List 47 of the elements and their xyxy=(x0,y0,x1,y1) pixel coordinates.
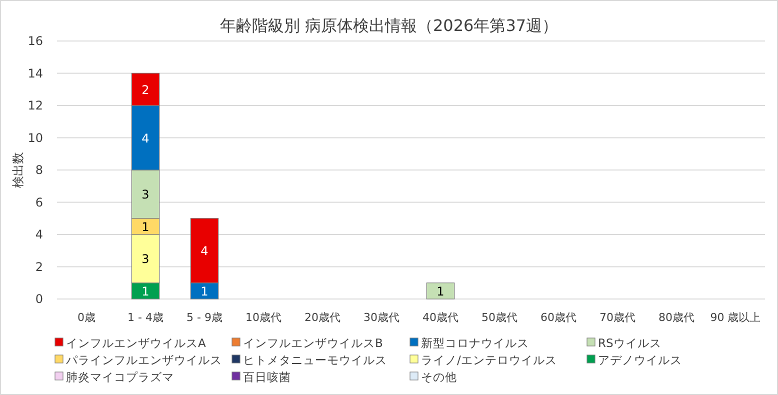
data-label: 1 xyxy=(142,220,150,234)
legend-label: ライノ/エンテロウイルス xyxy=(421,353,557,367)
bar xyxy=(426,282,455,300)
data-label: 1 xyxy=(142,284,150,298)
data-label: 3 xyxy=(142,188,150,202)
data-label: 1 xyxy=(436,284,444,298)
legend-label: 肺炎マイコプラズマ xyxy=(66,370,174,384)
x-tick-label: 1 - 4歳 xyxy=(128,311,164,324)
y-tick-label: 4 xyxy=(35,228,43,242)
data-label: 4 xyxy=(142,131,150,146)
legend-label: インフルエンザウイルスB xyxy=(243,336,383,350)
x-tick-label: 80歳代 xyxy=(658,311,694,324)
x-tick-label: 10歳代 xyxy=(246,311,282,324)
アデノウイルス: 1 xyxy=(131,282,160,300)
data-label: 1 xyxy=(200,284,208,298)
y-tick-label: 2 xyxy=(35,260,43,274)
chart-title: 年齢階級別 病原体検出情報（2026年第37週） xyxy=(220,16,558,35)
y-tick-label: 14 xyxy=(28,66,43,80)
y-axis-title: 検出数 xyxy=(11,152,25,188)
x-tick-label: 5 - 9歳 xyxy=(186,311,222,324)
y-tick-label: 12 xyxy=(28,98,43,112)
legend-label: ヒトメタニューモウイルス xyxy=(243,353,387,367)
data-label: 4 xyxy=(200,244,208,258)
ライノ/エンテロウイルス: 3 xyxy=(131,234,160,284)
data-label: 3 xyxy=(142,252,150,266)
y-tick-label: 16 xyxy=(28,34,43,48)
y-tick-label: 10 xyxy=(28,130,43,145)
x-tick-label: 20歳代 xyxy=(304,311,340,324)
x-tick-label: 70歳代 xyxy=(600,311,636,324)
legend-label: パラインフルエンザウイルス xyxy=(65,353,222,367)
legend-label: アデノウイルス xyxy=(598,353,682,367)
y-tick-label: 0 xyxy=(35,292,43,306)
x-tick-label: 40歳代 xyxy=(422,311,458,324)
x-tick-label: 30歳代 xyxy=(364,311,400,324)
x-tick-label: 50歳代 xyxy=(482,311,518,324)
x-tick-label: 0歳 xyxy=(78,311,96,324)
legend-label: RSウイルス xyxy=(598,336,662,350)
legend-label: 新型コロナウイルス xyxy=(421,336,529,350)
legend-label: その他 xyxy=(421,370,457,384)
x-tick-label: 60歳代 xyxy=(540,311,576,324)
legend-label: 百日咳菌 xyxy=(243,370,291,384)
x-tick-label: 90 歳以上 xyxy=(710,311,761,324)
data-label: 2 xyxy=(142,82,150,97)
legend-label: インフルエンザウイルスA xyxy=(66,336,206,350)
y-tick-label: 8 xyxy=(35,163,43,177)
パラインフルエンザウイルス: 1 xyxy=(131,218,160,235)
y-tick-label: 6 xyxy=(35,195,43,210)
